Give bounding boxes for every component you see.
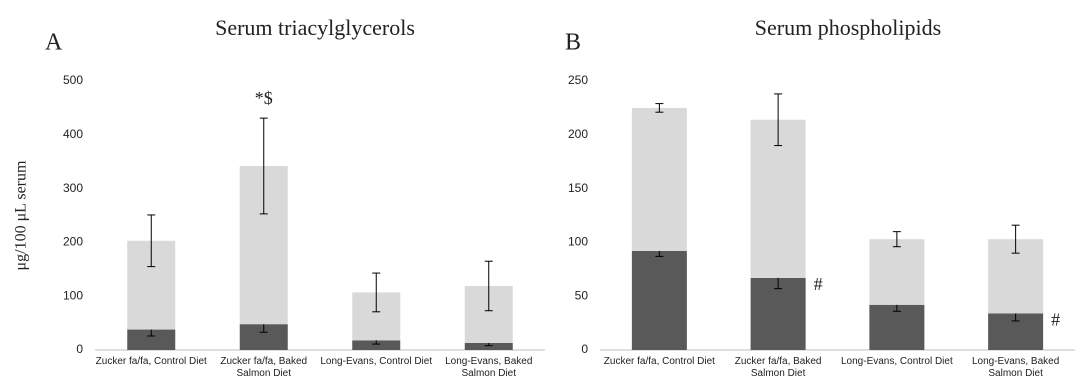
x-tick-label-box: Zucker fa/fa, Baked Salmon Diet <box>734 356 822 379</box>
x-tick-label-box: Long-Evans, Baked Salmon Diet <box>971 356 1060 379</box>
x-tick-label: Zucker fa/fa, Control Diet <box>603 356 715 367</box>
y-tick-label: 0 <box>76 342 83 356</box>
bar-segment <box>750 119 806 278</box>
bar-segment <box>631 251 687 350</box>
x-tick-label-box: Long-Evans, Control Diet <box>841 356 953 367</box>
x-tick-label-box: Zucker fa/fa, Baked Salmon Diet <box>220 356 308 379</box>
error-bar <box>1011 224 1020 254</box>
y-tick-label: 150 <box>568 181 588 195</box>
y-tick-label: 200 <box>63 235 83 249</box>
y-tick-label: 50 <box>575 288 589 302</box>
error-bar <box>484 260 493 312</box>
x-tick-label: Zucker fa/fa, Control Diet <box>95 356 207 367</box>
x-tick-label: Zucker fa/fa, Baked Salmon Diet <box>220 356 308 379</box>
x-tick-label: Long-Evans, Control Diet <box>841 356 953 367</box>
x-tick-label: Long-Evans, Baked Salmon Diet <box>971 356 1060 379</box>
x-tick-label-box: Zucker fa/fa, Control Diet <box>95 356 207 367</box>
bar-segment <box>631 107 687 252</box>
y-tick-label: 100 <box>568 235 588 249</box>
annotation: *$ <box>255 88 273 108</box>
x-tick-label: Long-Evans, Baked Salmon Diet <box>445 356 533 379</box>
annotation: # <box>814 274 823 294</box>
y-tick-label: 400 <box>63 127 83 141</box>
bar-segment <box>869 304 925 350</box>
error-bar <box>259 117 268 215</box>
y-tick-label: 0 <box>581 342 588 356</box>
bar-segment <box>464 343 513 350</box>
error-bar <box>655 103 664 113</box>
bar-segment <box>869 239 925 305</box>
y-axis-label: μg/100 μL serum <box>13 160 30 270</box>
bar-segment <box>352 340 401 350</box>
panel-label: A <box>45 30 63 56</box>
annotation: # <box>1051 310 1060 330</box>
y-tick-label: 200 <box>568 127 588 141</box>
x-tick-label-box: Long-Evans, Baked Salmon Diet <box>445 356 533 379</box>
bar-segment <box>127 329 176 350</box>
chart-title: Serum phospholipids <box>755 15 941 40</box>
y-tick-label: 500 <box>63 73 83 87</box>
x-tick-label: Zucker fa/fa, Baked Salmon Diet <box>734 356 822 379</box>
error-bar <box>892 231 901 248</box>
y-tick-label: 250 <box>568 73 588 87</box>
x-tick-label-box: Zucker fa/fa, Control Diet <box>603 356 715 367</box>
error-bar <box>147 214 156 268</box>
x-tick-label: Long-Evans, Control Diet <box>320 356 433 367</box>
y-tick-label: 300 <box>63 181 83 195</box>
bar-segment <box>750 277 806 350</box>
error-bar <box>774 93 783 147</box>
chart-title: Serum triacylglycerols <box>215 15 415 40</box>
y-tick-label: 100 <box>63 288 83 302</box>
error-bar <box>372 272 381 313</box>
x-tick-label-box: Long-Evans, Control Diet <box>320 356 433 367</box>
panel-label: B <box>565 30 581 56</box>
